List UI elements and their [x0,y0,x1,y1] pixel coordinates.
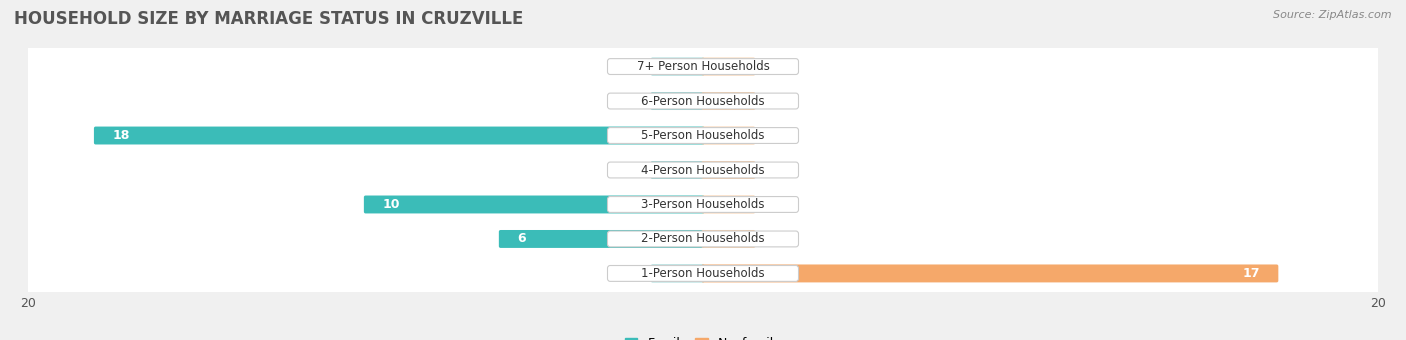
Text: 1-Person Households: 1-Person Households [641,267,765,280]
Text: 0: 0 [638,60,645,73]
FancyBboxPatch shape [94,126,704,144]
FancyBboxPatch shape [13,255,1393,292]
Text: 0: 0 [761,198,768,211]
Legend: Family, Nonfamily: Family, Nonfamily [620,332,786,340]
Text: 0: 0 [761,233,768,245]
FancyBboxPatch shape [13,220,1393,258]
FancyBboxPatch shape [607,266,799,282]
FancyBboxPatch shape [702,92,755,110]
FancyBboxPatch shape [499,230,704,248]
FancyBboxPatch shape [651,92,704,110]
Text: 6-Person Households: 6-Person Households [641,95,765,107]
Text: 0: 0 [638,164,645,176]
FancyBboxPatch shape [364,195,704,214]
Text: 0: 0 [638,267,645,280]
FancyBboxPatch shape [702,230,755,248]
Text: 5-Person Households: 5-Person Households [641,129,765,142]
FancyBboxPatch shape [651,57,704,75]
Text: 0: 0 [761,60,768,73]
FancyBboxPatch shape [702,57,755,75]
Text: HOUSEHOLD SIZE BY MARRIAGE STATUS IN CRUZVILLE: HOUSEHOLD SIZE BY MARRIAGE STATUS IN CRU… [14,10,523,28]
Text: 0: 0 [761,129,768,142]
Text: 17: 17 [1243,267,1260,280]
Text: 0: 0 [761,95,768,107]
FancyBboxPatch shape [607,162,799,178]
FancyBboxPatch shape [13,82,1393,120]
Text: 4-Person Households: 4-Person Households [641,164,765,176]
FancyBboxPatch shape [651,161,704,179]
Text: 3-Person Households: 3-Person Households [641,198,765,211]
Text: 0: 0 [638,95,645,107]
FancyBboxPatch shape [13,48,1393,85]
Text: Source: ZipAtlas.com: Source: ZipAtlas.com [1274,10,1392,20]
FancyBboxPatch shape [702,265,1278,283]
Text: 0: 0 [761,164,768,176]
FancyBboxPatch shape [607,197,799,212]
FancyBboxPatch shape [13,117,1393,154]
FancyBboxPatch shape [702,161,755,179]
Text: 18: 18 [112,129,129,142]
Text: 6: 6 [517,233,526,245]
Text: 2-Person Households: 2-Person Households [641,233,765,245]
FancyBboxPatch shape [702,195,755,214]
FancyBboxPatch shape [13,151,1393,189]
FancyBboxPatch shape [607,93,799,109]
Text: 10: 10 [382,198,399,211]
FancyBboxPatch shape [13,186,1393,223]
FancyBboxPatch shape [607,231,799,247]
Text: 7+ Person Households: 7+ Person Households [637,60,769,73]
FancyBboxPatch shape [607,58,799,74]
FancyBboxPatch shape [607,128,799,143]
FancyBboxPatch shape [702,126,755,144]
FancyBboxPatch shape [651,265,704,283]
